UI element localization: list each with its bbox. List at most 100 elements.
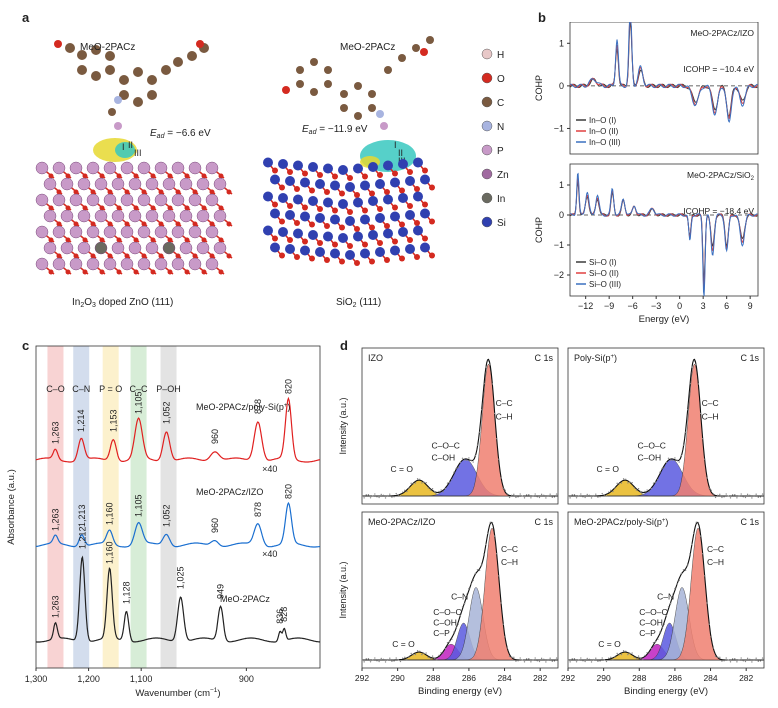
xps-label-0: C–H bbox=[496, 411, 513, 421]
left-molecule-label: MeO-2PACz bbox=[80, 42, 135, 53]
left-site-III: III bbox=[134, 148, 142, 158]
xps-label-2: C–C bbox=[501, 544, 518, 554]
legend-dot-in bbox=[481, 192, 493, 204]
xps-xtick: 290 bbox=[391, 673, 405, 683]
panel-c-ftir: C–O C–N P = O C–C P–OH 1,263 1,214 1,153 1,105 1,… bbox=[6, 345, 321, 699]
panel-label-a: a bbox=[22, 10, 30, 25]
cohp-bottom-frame bbox=[569, 163, 759, 297]
ftir-peak-label: 1,128 bbox=[121, 581, 131, 604]
ftir-peak-label: 1,213 bbox=[77, 504, 87, 527]
left-ead-label: Ead = −6.6 eV bbox=[150, 128, 211, 140]
cohp-bottom-legend-label: Si–O (II) bbox=[589, 269, 619, 278]
cohp-xlabel: Energy (eV) bbox=[639, 314, 690, 325]
left-site-I: I bbox=[122, 142, 125, 152]
ftir-peak-label: 878 bbox=[253, 502, 263, 517]
ftir-series-name-0: MeO-2PACz/poly-Si(p+) bbox=[196, 402, 290, 412]
xps-xtick: 292 bbox=[561, 673, 575, 683]
cohp-top-ylabel: COHP bbox=[534, 75, 544, 101]
legend-dot-c bbox=[481, 96, 493, 108]
xps-frame-0 bbox=[361, 347, 559, 505]
xps-label-1: C–O–C bbox=[637, 440, 665, 450]
ftir-scale-1: ×40 bbox=[262, 549, 277, 559]
ftir-peak-label: 1,052 bbox=[161, 401, 171, 424]
xps-label-3: C–P bbox=[639, 628, 656, 638]
cohp-bottom-series-2 bbox=[569, 172, 758, 297]
cohp-bottom-icohp: ICOHP = −18.4 eV bbox=[683, 206, 754, 216]
ftir-series-name-1: MeO-2PACz/IZO bbox=[196, 487, 263, 497]
band-0 bbox=[47, 346, 64, 668]
atom-legend: H O C N P Zn In Si bbox=[481, 48, 509, 229]
cohp-bottom-ylabel: COHP bbox=[534, 217, 544, 243]
xps-label-1: C–C bbox=[702, 398, 719, 408]
xps-title-3: MeO-2PACz/poly-Si(p+) bbox=[574, 517, 668, 527]
xps-envelope-1 bbox=[568, 358, 764, 497]
xps-xtick: 288 bbox=[632, 673, 646, 683]
cohp-xtick: 6 bbox=[724, 301, 729, 311]
legend-label-h: H bbox=[497, 50, 504, 61]
ftir-xlabel: Wavenumber (cm−1) bbox=[135, 687, 220, 699]
cohp-xtick: −6 bbox=[628, 301, 638, 311]
band-label-4: P–OH bbox=[156, 384, 181, 394]
right-ead-label: Ead = −11.9 eV bbox=[302, 124, 368, 136]
xps-title-2: MeO-2PACz/IZO bbox=[368, 517, 435, 527]
ftir-series-name-2: MeO-2PACz bbox=[220, 594, 270, 604]
legend-label-in: In bbox=[497, 194, 505, 205]
ftir-peak-label: 1,263 bbox=[50, 595, 60, 618]
ftir-peak-label: 1,214 bbox=[76, 409, 86, 432]
cohp-bottom-ytick: −2 bbox=[554, 270, 564, 280]
ftir-frame bbox=[35, 345, 321, 669]
xps-label-3: C–C bbox=[707, 544, 724, 554]
band-label-3: C–C bbox=[130, 384, 149, 394]
ftir-peak-label: 1,025 bbox=[176, 566, 186, 589]
cohp-top-icohp: ICOHP = −10.4 eV bbox=[683, 64, 754, 74]
xps-frame-1 bbox=[567, 347, 765, 505]
left-molecule bbox=[54, 40, 209, 130]
xps-label-2: C–H bbox=[501, 557, 518, 567]
cohp-xtick: −3 bbox=[651, 301, 661, 311]
legend-dot-zn bbox=[481, 168, 493, 180]
xps-frame-3 bbox=[567, 511, 765, 669]
xps-envelope-0 bbox=[362, 358, 558, 497]
cohp-xtick: −9 bbox=[604, 301, 614, 311]
ftir-peak-label: 1,160 bbox=[105, 541, 115, 564]
panel-label-d: d bbox=[340, 338, 348, 353]
cohp-top-legend-label: In–O (I) bbox=[589, 116, 616, 125]
xps-core-3: C 1s bbox=[740, 517, 759, 527]
legend-dot-h bbox=[481, 48, 493, 60]
cohp-top-series-2 bbox=[569, 22, 758, 124]
xps-label-3: C–N bbox=[657, 591, 674, 601]
legend-label-zn: Zn bbox=[497, 170, 509, 181]
xps-label-3: C–O–C bbox=[639, 607, 667, 617]
cohp-bottom-title: MeO-2PACz/SiO2 bbox=[687, 170, 755, 182]
xps-xtick: 282 bbox=[533, 673, 547, 683]
cohp-top-ytick: −1 bbox=[554, 123, 564, 133]
xps-xtick: 284 bbox=[497, 673, 511, 683]
band-label-2: P = O bbox=[99, 384, 122, 394]
xps-core-1: C 1s bbox=[740, 353, 759, 363]
legend-dot-o bbox=[481, 72, 493, 84]
xps-label-1: C–OH bbox=[637, 452, 661, 462]
xps-label-0: C = O bbox=[391, 464, 414, 474]
xps-xtick: 286 bbox=[668, 673, 682, 683]
cohp-top-frame bbox=[569, 22, 759, 155]
right-slab bbox=[263, 157, 435, 266]
legend-label-o: O bbox=[497, 74, 505, 85]
xps-label-2: C–O–C bbox=[433, 607, 461, 617]
cohp-top-ytick: 0 bbox=[559, 81, 564, 91]
legend-label-n: N bbox=[497, 122, 504, 133]
xps-xtick: 286 bbox=[462, 673, 476, 683]
left-substrate-label: In2O3 doped ZnO (111) bbox=[72, 297, 173, 309]
xps-frame-2 bbox=[361, 511, 559, 669]
ftir-peak-label: 836 bbox=[275, 609, 285, 624]
ftir-peak-label: 960 bbox=[210, 429, 220, 444]
cohp-xtick: 9 bbox=[748, 301, 753, 311]
xps-label-0: C–O–C bbox=[431, 440, 459, 450]
legend-label-si: Si bbox=[497, 218, 506, 229]
cohp-top-legend-label: In–O (III) bbox=[589, 138, 621, 147]
panel-label-b: b bbox=[538, 10, 546, 25]
legend-dot-n bbox=[481, 120, 493, 132]
xps-xtick: 284 bbox=[703, 673, 717, 683]
xps-envelope-2 bbox=[362, 521, 558, 661]
xps-label-1: C–H bbox=[702, 411, 719, 421]
xps-label-0: C–C bbox=[496, 398, 513, 408]
